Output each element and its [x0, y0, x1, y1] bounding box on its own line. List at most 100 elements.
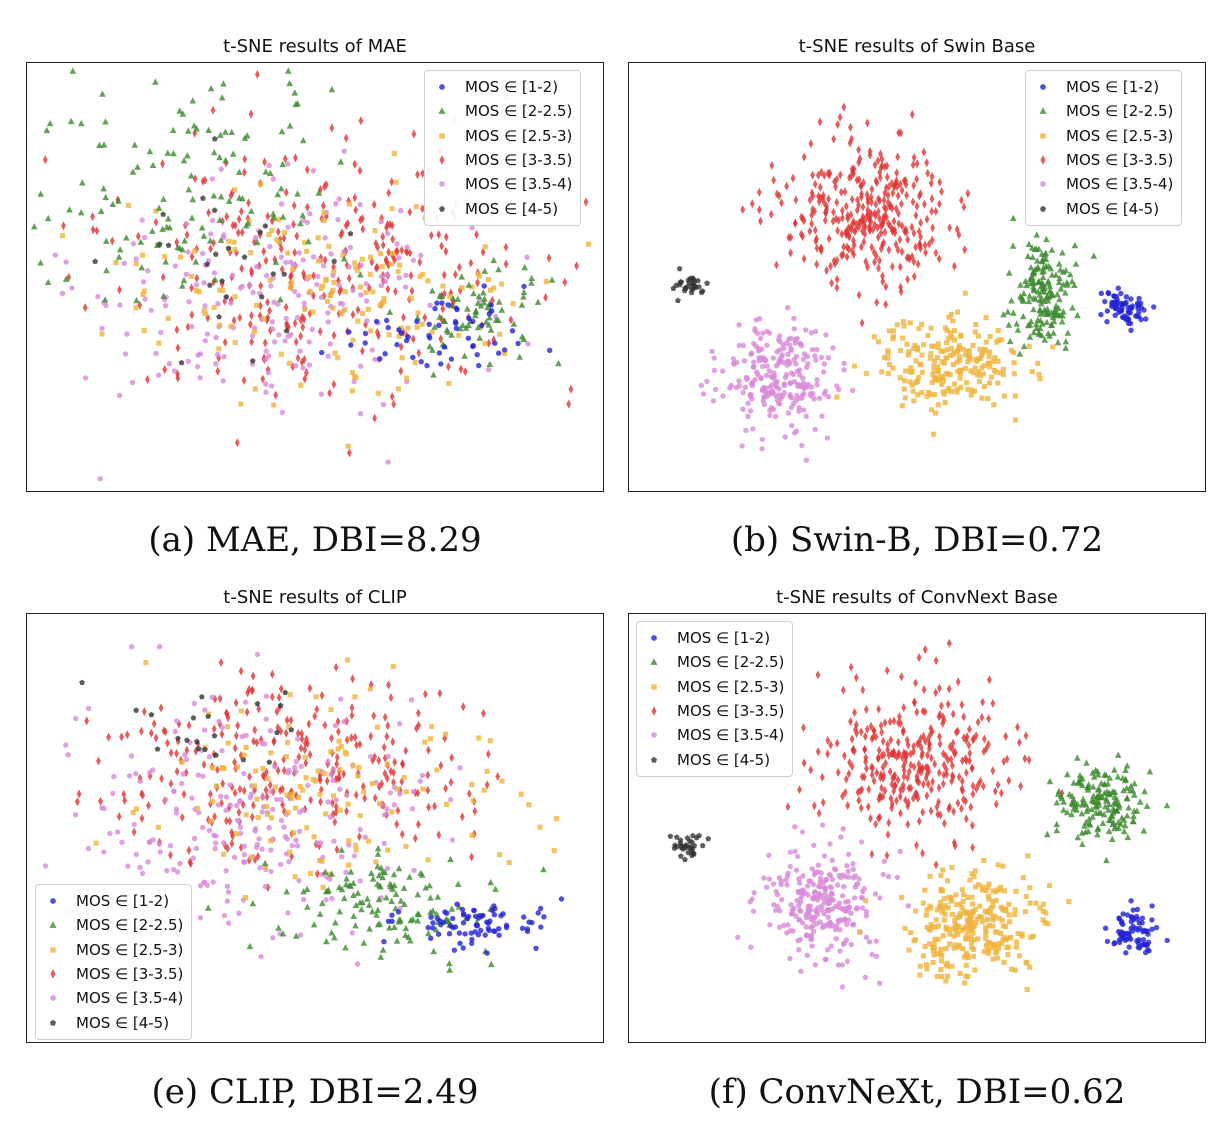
point-mos-3-35: [837, 112, 843, 122]
point-mos-3-35: [1018, 781, 1023, 791]
point-mos-4-5: [266, 759, 273, 765]
point-mos-3-35: [443, 232, 449, 242]
point-mos-25-3: [987, 364, 993, 370]
point-mos-25-3: [954, 349, 960, 355]
point-mos-35-4: [797, 372, 803, 378]
point-mos-3-35: [929, 753, 934, 763]
point-mos-1-2: [1104, 308, 1111, 314]
point-mos-2-25: [190, 122, 198, 129]
point-mos-35-4: [758, 335, 764, 342]
point-mos-35-4: [133, 256, 139, 262]
point-mos-25-3: [268, 815, 274, 821]
point-mos-3-35: [334, 845, 340, 855]
point-mos-35-4: [418, 252, 424, 259]
point-mos-35-4: [848, 910, 854, 916]
point-mos-25-3: [969, 871, 975, 877]
point-mos-25-3: [378, 251, 384, 257]
point-mos-35-4: [833, 936, 839, 942]
point-mos-35-4: [419, 772, 426, 779]
point-mos-35-4: [773, 413, 779, 420]
point-mos-2-25: [1043, 235, 1050, 243]
point-mos-35-4: [404, 244, 410, 250]
point-mos-3-35: [779, 198, 784, 208]
point-mos-25-3: [983, 936, 989, 942]
point-mos-25-3: [304, 248, 310, 254]
point-mos-1-2: [1104, 319, 1110, 325]
point-mos-25-3: [264, 811, 270, 817]
point-mos-25-3: [941, 391, 947, 397]
point-mos-3-35: [872, 257, 877, 267]
point-mos-3-35: [865, 802, 871, 812]
point-mos-25-3: [938, 958, 944, 964]
point-mos-25-3: [932, 392, 938, 398]
point-mos-25-3: [285, 809, 291, 815]
point-mos-35-4: [263, 348, 269, 354]
point-mos-35-4: [385, 753, 391, 760]
point-mos-25-3: [252, 783, 258, 789]
point-mos-25-3: [923, 912, 929, 918]
point-mos-2-25: [374, 845, 382, 852]
point-mos-2-25: [555, 359, 562, 367]
point-mos-35-4: [293, 837, 299, 843]
point-mos-25-3: [133, 261, 139, 267]
point-mos-1-2: [460, 911, 467, 917]
point-mos-25-3: [992, 355, 998, 361]
point-mos-2-25: [1004, 308, 1012, 315]
point-mos-3-35: [815, 170, 821, 180]
point-mos-25-3: [586, 241, 592, 247]
point-mos-4-5: [240, 756, 247, 763]
point-mos-2-25: [431, 323, 438, 330]
point-mos-25-3: [957, 914, 963, 920]
point-mos-3-35: [859, 318, 865, 328]
point-mos-25-3: [943, 355, 949, 361]
point-mos-25-3: [369, 781, 375, 787]
point-mos-3-35: [362, 793, 368, 803]
point-mos-2-25: [1034, 257, 1041, 264]
point-mos-35-4: [756, 345, 762, 352]
point-mos-2-25: [1114, 751, 1122, 758]
point-mos-35-4: [197, 915, 204, 921]
point-mos-25-3: [970, 342, 976, 348]
point-mos-25-3: [983, 928, 989, 934]
point-mos-35-4: [142, 296, 148, 302]
point-mos-25-3: [331, 269, 337, 275]
point-mos-2-25: [1109, 788, 1116, 795]
point-mos-25-3: [947, 941, 953, 947]
point-mos-25-3: [970, 953, 976, 959]
legend-entry: MOS ∈ [4-5): [1032, 196, 1173, 220]
point-mos-25-3: [273, 784, 279, 790]
point-mos-1-2: [478, 927, 484, 934]
point-mos-3-35: [265, 297, 270, 307]
point-mos-3-35: [986, 739, 991, 749]
point-mos-25-3: [915, 392, 921, 398]
legend-marker-mos-1-2: [1040, 84, 1046, 91]
point-mos-3-35: [831, 134, 837, 144]
point-mos-35-4: [210, 879, 216, 885]
point-mos-3-35: [966, 740, 972, 750]
point-mos-3-35: [800, 214, 806, 223]
point-mos-2-25: [1109, 835, 1116, 842]
point-mos-35-4: [798, 968, 804, 974]
point-mos-3-35: [304, 368, 309, 378]
point-mos-25-3: [986, 896, 992, 902]
point-mos-25-3: [950, 926, 956, 932]
point-mos-4-5: [213, 752, 219, 758]
point-mos-35-4: [747, 408, 754, 414]
point-mos-4-5: [670, 285, 677, 291]
point-mos-2-25: [427, 894, 434, 901]
point-mos-3-35: [235, 721, 241, 731]
scatter-points-clip: [42, 643, 565, 973]
point-mos-3-35: [879, 727, 885, 737]
point-mos-2-25: [480, 289, 487, 296]
point-mos-25-3: [998, 930, 1004, 936]
point-mos-2-25: [352, 901, 360, 909]
point-mos-35-4: [250, 333, 256, 339]
point-mos-35-4: [827, 884, 833, 890]
point-mos-25-3: [265, 776, 271, 782]
point-mos-2-25: [414, 891, 422, 898]
point-mos-1-2: [515, 340, 521, 347]
point-mos-3-35: [269, 669, 275, 679]
point-mos-35-4: [835, 962, 842, 968]
point-mos-35-4: [213, 334, 219, 341]
point-mos-35-4: [787, 393, 793, 400]
